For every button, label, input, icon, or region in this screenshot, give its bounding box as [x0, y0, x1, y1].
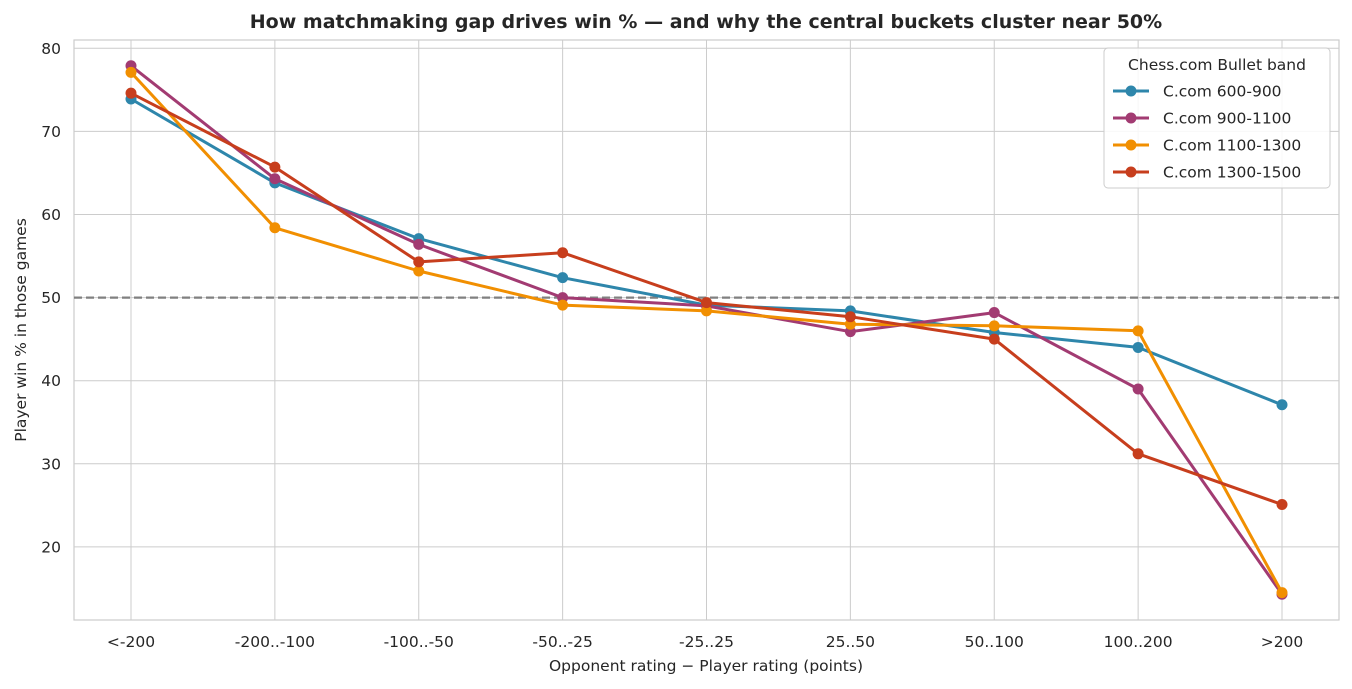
- chart-title: How matchmaking gap drives win % — and w…: [250, 11, 1162, 33]
- x-tick-label: 50..100: [965, 633, 1024, 651]
- data-point: [1132, 325, 1144, 337]
- series-c-com-1100-1300: [125, 66, 1288, 599]
- data-point: [413, 238, 425, 250]
- data-point: [1132, 341, 1144, 353]
- x-tick-label: -100..-50: [384, 633, 454, 651]
- data-point: [557, 247, 569, 259]
- y-axis-label: Player win % in those games: [12, 218, 30, 442]
- data-point: [269, 161, 281, 173]
- data-point: [557, 299, 569, 311]
- x-tick-label: -50..-25: [532, 633, 593, 651]
- legend-title: Chess.com Bullet band: [1128, 56, 1306, 74]
- y-tick-label: 50: [41, 289, 61, 307]
- plot-frame: [73, 39, 1340, 621]
- legend-label: C.com 1100-1300: [1163, 137, 1301, 155]
- legend: Chess.com Bullet band C.com 600-900C.com…: [1103, 47, 1331, 189]
- legend-swatch-marker: [1125, 112, 1137, 124]
- series-group: [125, 60, 1288, 600]
- legend-box: [1103, 47, 1331, 189]
- legend-label: C.com 900-1100: [1163, 110, 1291, 128]
- data-point: [1132, 383, 1144, 395]
- x-axis-label: Opponent rating − Player rating (points): [549, 657, 863, 675]
- x-tick-label: 100..200: [1104, 633, 1173, 651]
- legend-swatch-marker: [1125, 85, 1137, 97]
- data-point: [1276, 587, 1288, 599]
- legend-item: C.com 600-900: [1113, 83, 1282, 101]
- y-tick-labels: 20 30 40 50 60 70 80: [41, 40, 61, 557]
- data-point: [988, 333, 1000, 345]
- legend-label: C.com 1300-1500: [1163, 164, 1301, 182]
- data-point: [988, 320, 1000, 332]
- legend-item: C.com 900-1100: [1113, 110, 1291, 128]
- legend-item: C.com 1300-1500: [1113, 164, 1301, 182]
- data-point: [844, 311, 856, 323]
- data-point: [701, 297, 712, 309]
- data-point: [557, 272, 569, 284]
- legend-swatch-marker: [1125, 139, 1137, 151]
- x-tick-label: -25..25: [679, 633, 734, 651]
- x-tick-labels: <-200 -200..-100 -100..-50 -50..-25 -25..25 2…: [107, 633, 1303, 651]
- data-point: [269, 173, 281, 185]
- legend-label: C.com 600-900: [1163, 83, 1282, 101]
- data-point: [125, 66, 137, 78]
- x-tick-label: >200: [1261, 633, 1304, 651]
- legend-items: C.com 600-900 C.com 900-1100 C.com 1100-13…: [1113, 83, 1301, 182]
- y-tick-label: 40: [41, 372, 61, 390]
- series-c-com-1300-1500: [125, 87, 1288, 510]
- data-point: [1132, 448, 1144, 460]
- data-point: [413, 256, 425, 268]
- x-tick-label: <-200: [107, 633, 155, 651]
- data-point: [1276, 498, 1288, 510]
- y-tick-label: 80: [41, 40, 61, 58]
- x-tick-label: -200..-100: [235, 633, 315, 651]
- data-point: [125, 87, 137, 99]
- y-tick-label: 30: [41, 455, 61, 473]
- data-point: [413, 265, 425, 277]
- x-tick-label: 25..50: [826, 633, 875, 651]
- data-point: [1276, 399, 1288, 411]
- data-point: [988, 307, 1000, 319]
- y-tick-label: 20: [41, 538, 61, 556]
- legend-swatch-marker: [1125, 166, 1137, 178]
- y-tick-label: 60: [41, 206, 61, 224]
- data-point: [701, 305, 712, 317]
- legend-item: C.com 1100-1300: [1113, 137, 1301, 155]
- y-tick-label: 70: [41, 123, 61, 141]
- data-point: [269, 222, 281, 234]
